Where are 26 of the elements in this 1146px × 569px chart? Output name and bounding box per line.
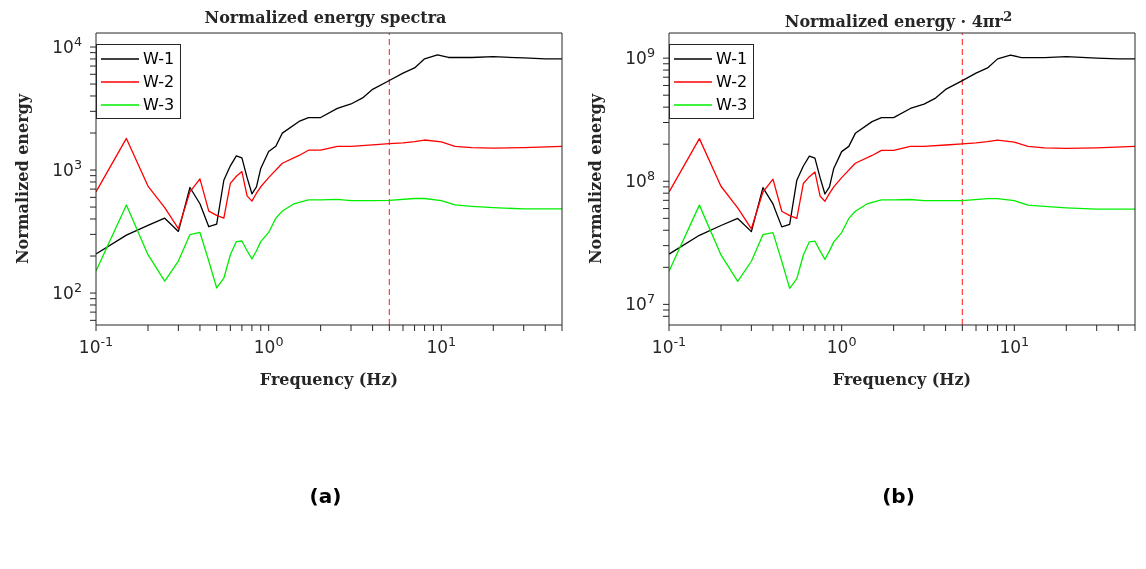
y-tick-label: 10$^{2}$ [52, 279, 82, 304]
y-axis-title: Normalized energy [12, 93, 32, 265]
legend-label: W-1 [716, 49, 748, 68]
x-tick-label: 10$^{1}$ [999, 333, 1030, 357]
x-tick-label: 10$^{1}$ [426, 333, 457, 357]
y-tick-label: 10$^{3}$ [52, 156, 82, 181]
x-axis-title: Frequency (Hz) [259, 370, 399, 389]
y-tick-label: 10$^{7}$ [625, 290, 655, 315]
x-axis-title: Frequency (Hz) [832, 370, 972, 389]
legend-label: W-2 [143, 72, 175, 91]
x-tick-label: 10$^{-1}$ [651, 333, 687, 357]
legend-label: W-3 [143, 95, 175, 114]
y-tick-label: 10$^{4}$ [52, 33, 82, 58]
legend-label: W-1 [143, 49, 175, 68]
x-tick-label: 10$^{0}$ [253, 333, 284, 357]
legend-label: W-3 [716, 95, 748, 114]
x-tick-label: 10$^{-1}$ [78, 333, 114, 357]
legend-label: W-2 [716, 72, 748, 91]
chart-title: Normalized energy · 4πr$^{2}$ [783, 8, 1014, 32]
y-tick-label: 10$^{8}$ [625, 167, 655, 192]
text: (a) [308, 484, 343, 508]
text: (b) [881, 484, 916, 508]
x-tick-label: 10$^{0}$ [826, 333, 857, 357]
y-tick-label: 10$^{9}$ [625, 44, 655, 69]
chart-title: Normalized energy spectra [203, 8, 448, 29]
y-axis-title: Normalized energy [585, 93, 605, 265]
